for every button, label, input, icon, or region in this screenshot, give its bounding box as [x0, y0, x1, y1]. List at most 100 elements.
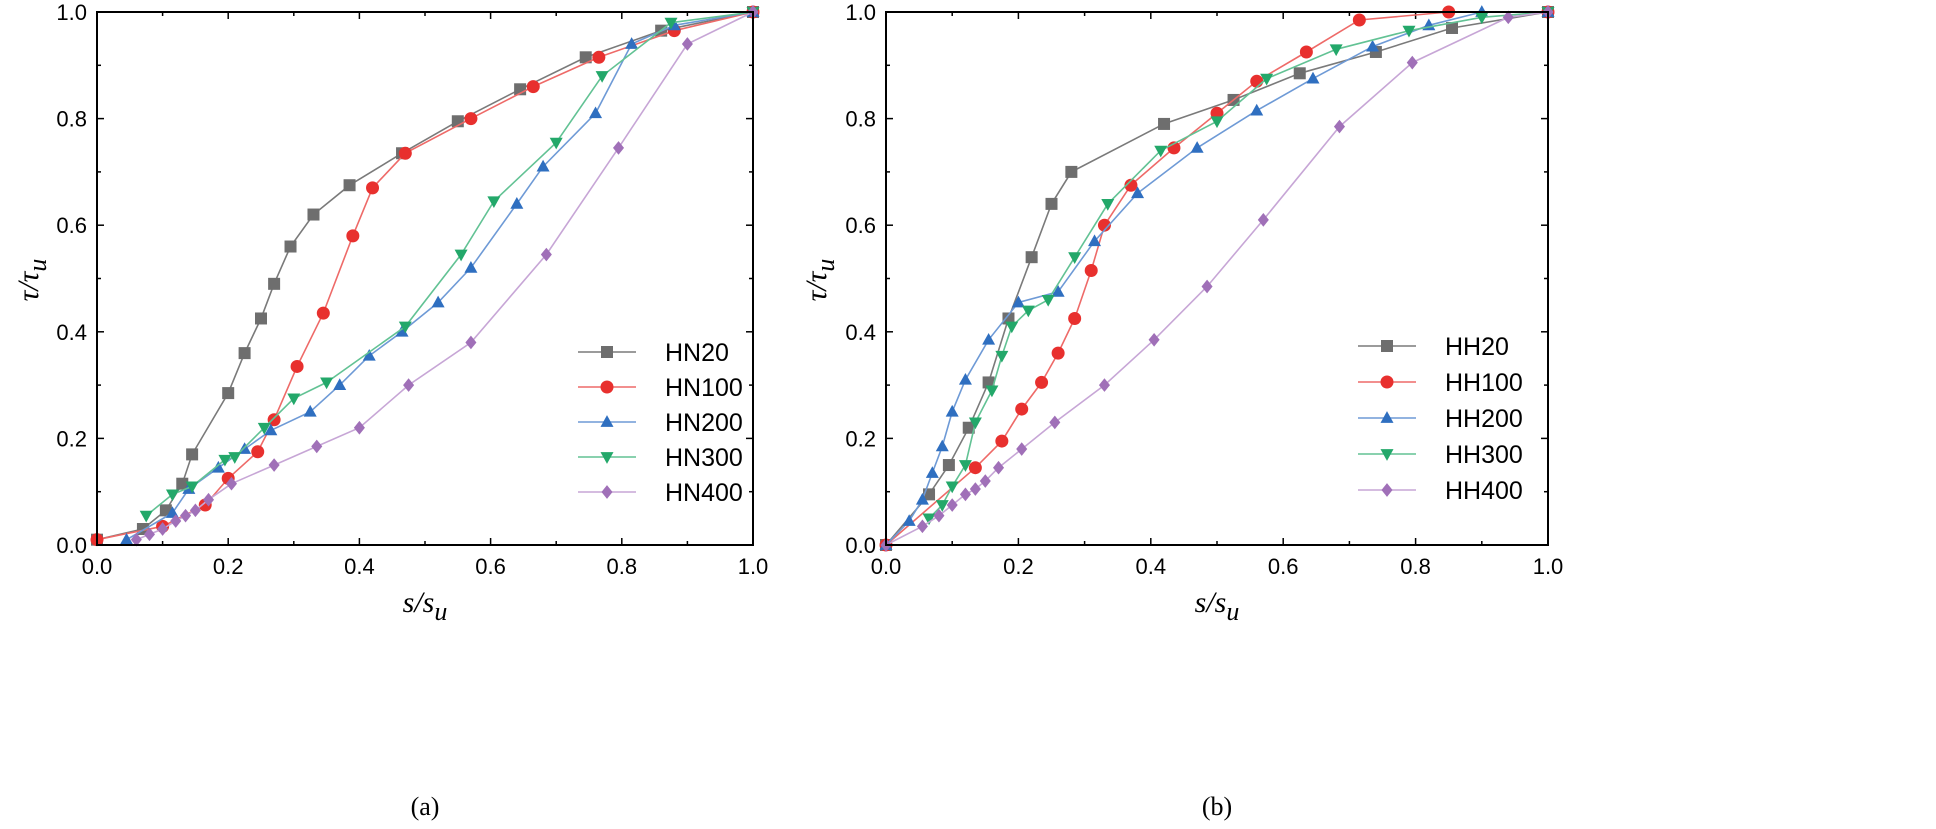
data-point-triangle-down: [1154, 145, 1168, 158]
data-point-triangle-up: [1250, 103, 1264, 116]
panel-caption: (b): [1202, 792, 1232, 821]
series-hh400: [880, 5, 1554, 552]
data-point-diamond: [933, 508, 945, 523]
data-point-circle: [290, 359, 304, 373]
data-point-square: [255, 312, 267, 325]
legend-label: HN100: [665, 374, 743, 402]
data-point-square: [238, 347, 251, 360]
data-point-square: [579, 51, 592, 64]
legend-label: HH20: [1445, 333, 1509, 361]
data-point-diamond: [465, 335, 477, 350]
legend-marker: [1380, 449, 1394, 461]
data-point-triangle-down: [257, 422, 271, 435]
legend-item: HH300: [1358, 441, 1523, 469]
y-tick-label: 0.6: [56, 213, 87, 238]
data-point-triangle-up: [625, 37, 639, 49]
data-point-triangle-up: [1011, 295, 1025, 308]
legend-item: HN100: [578, 374, 743, 402]
series-hh300: [922, 7, 1555, 526]
y-axis-title: τ/τu: [800, 259, 840, 302]
x-axis-title: s/su: [403, 586, 448, 626]
data-point-triangle-down: [398, 321, 412, 334]
data-point-diamond: [1406, 55, 1418, 70]
data-point-diamond: [1257, 213, 1269, 227]
data-point-triangle-up: [333, 378, 347, 390]
x-axis-title-main: s/s: [403, 586, 435, 619]
data-point-triangle-up: [925, 466, 939, 478]
data-point-circle: [1097, 218, 1111, 232]
data-point-diamond: [969, 482, 981, 496]
data-point-diamond: [170, 514, 182, 528]
series-line: [96, 11, 754, 541]
data-point-circle: [1352, 13, 1366, 27]
data-point-triangle-down: [1041, 294, 1055, 307]
data-point-diamond: [143, 527, 156, 542]
data-point-triangle-down: [1101, 199, 1115, 211]
series-line: [96, 11, 754, 541]
plot-frame: [885, 11, 1549, 546]
plot-frame: [96, 11, 754, 546]
data-point-circle: [1035, 375, 1049, 389]
data-point-diamond: [157, 522, 169, 536]
data-point-triangle-down: [1021, 305, 1035, 318]
legend-marker: [600, 380, 614, 394]
y-tick-label: 1.0: [56, 0, 87, 25]
chart-panel-a: 0.0 0.2 0.4 0.6 0.8 1.0 0.0 0.2 0.4 0.6 0.8 1.0 HN20…: [12, 0, 768, 821]
legend-marker: [1380, 375, 1394, 389]
data-point-circle: [526, 80, 540, 94]
data-point-square: [284, 240, 297, 253]
data-point-triangle-up: [395, 324, 409, 337]
x-tick-label: 0.2: [213, 554, 244, 579]
y-tick-label: 0.2: [845, 426, 876, 451]
legend-marker: [1381, 483, 1393, 497]
data-point-square: [176, 477, 189, 490]
data-point-circle: [1015, 402, 1029, 416]
data-point-circle: [592, 50, 606, 64]
data-point-square: [1025, 251, 1038, 264]
data-point-triangle-up: [1088, 234, 1102, 247]
data-point-square: [343, 179, 356, 192]
data-point-square: [159, 504, 172, 517]
series-line: [126, 11, 754, 541]
data-point-square: [962, 421, 975, 434]
data-point-triangle-down: [945, 481, 959, 494]
panel-caption: (a): [411, 792, 440, 821]
series-line: [145, 11, 754, 517]
data-point-diamond: [1098, 378, 1110, 392]
data-point-triangle-down: [1402, 25, 1416, 38]
data-point-triangle-up: [915, 492, 929, 505]
data-point-diamond: [180, 508, 192, 523]
y-axis-title-main: τ/τ: [800, 270, 833, 301]
x-tick-label: 0.8: [1400, 554, 1431, 579]
data-point-triangle-down: [218, 454, 232, 467]
legend: HH20 HH100 HH200 HH300 HH400: [1358, 333, 1523, 505]
legend-label: HH200: [1445, 405, 1523, 433]
data-point-diamond: [1049, 415, 1061, 430]
y-tick-label: 0.8: [845, 107, 876, 132]
legend-marker: [600, 452, 614, 464]
data-point-triangle-down: [922, 513, 936, 526]
data-point-triangle-up: [211, 460, 225, 473]
y-tick-label: 0.6: [845, 213, 876, 238]
data-point-square: [1065, 165, 1078, 178]
data-point-triangle-up: [1190, 141, 1204, 153]
x-tick-label: 0.4: [1136, 554, 1167, 579]
data-point-diamond: [353, 420, 365, 435]
x-tick-label: 1.0: [738, 554, 769, 579]
data-point-triangle-up: [362, 348, 376, 361]
data-point-circle: [366, 181, 380, 195]
data-point-diamond: [202, 492, 215, 507]
y-tick-label: 0.0: [56, 533, 87, 558]
data-point-triangle-down: [985, 385, 999, 398]
y-tick-label: 0.2: [56, 426, 87, 451]
data-point-diamond: [130, 532, 142, 547]
legend-marker: [601, 485, 613, 499]
data-point-square: [186, 448, 199, 461]
data-point-triangle-down: [995, 350, 1009, 363]
legend-label: HH400: [1445, 477, 1523, 505]
data-point-triangle-down: [1210, 116, 1224, 129]
chart-panel-b: 0.0 0.2 0.4 0.6 0.8 1.0 0.0 0.2 0.4 0.6 0.8 1.0 HH20…: [800, 0, 1563, 821]
y-tick-label: 0.4: [845, 320, 876, 345]
data-point-diamond: [1333, 119, 1345, 134]
